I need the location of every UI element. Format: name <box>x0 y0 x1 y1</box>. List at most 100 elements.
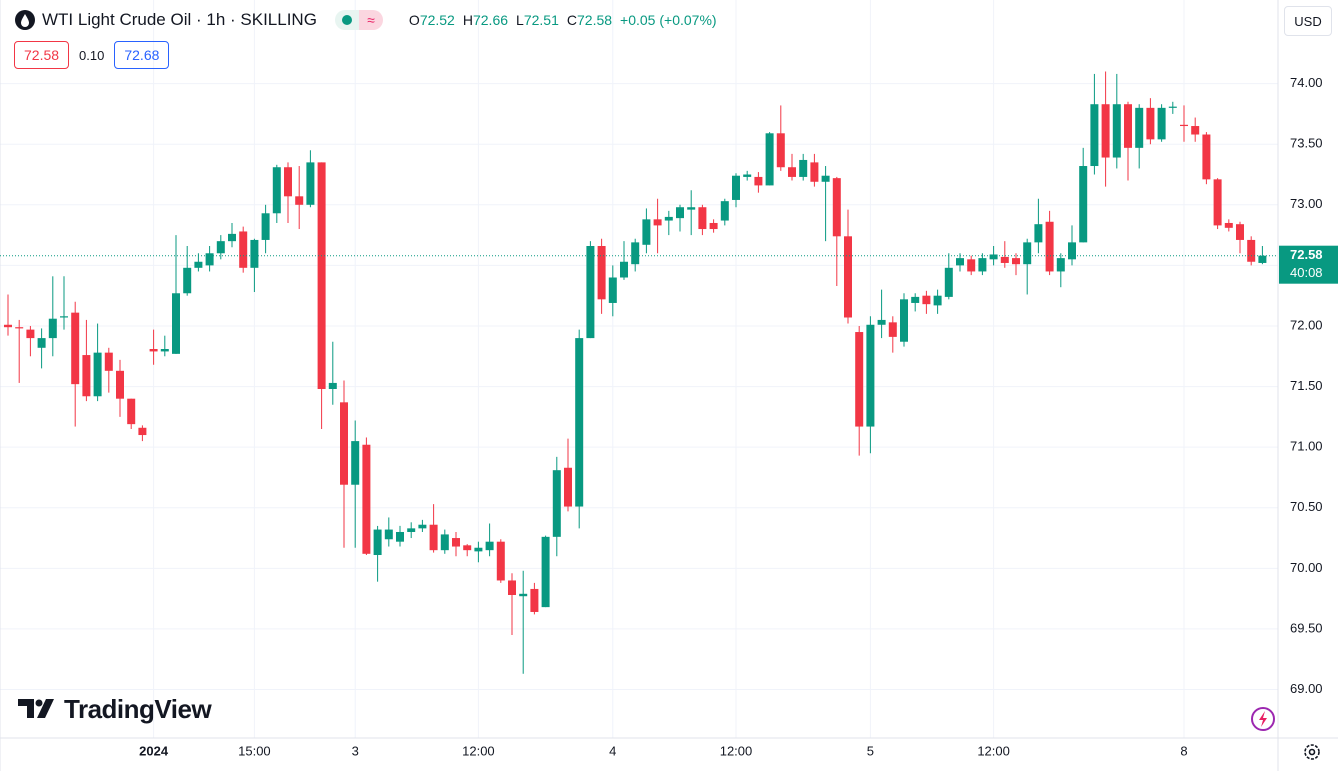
market-open-indicator[interactable] <box>334 10 359 30</box>
candle-body <box>1012 258 1020 265</box>
x-tick-label: 8 <box>1180 743 1187 758</box>
candle-body <box>844 236 852 318</box>
x-tick-label: 12:00 <box>977 743 1010 758</box>
candle-body <box>989 254 998 260</box>
candle-body <box>127 398 136 425</box>
candle-body <box>564 467 572 507</box>
candle-body <box>1135 107 1144 148</box>
candle-body <box>205 253 214 266</box>
candle-body <box>597 246 606 300</box>
candle-body <box>832 178 841 237</box>
candle-body <box>295 196 304 205</box>
candle-body <box>1191 126 1200 135</box>
candle-body <box>160 349 169 352</box>
candle-body <box>239 231 248 268</box>
candle-body <box>1236 224 1244 240</box>
candle-body <box>541 536 550 608</box>
candle-body <box>1202 134 1211 180</box>
last-price-label: 72.58 <box>1290 247 1323 262</box>
candle-body <box>754 176 763 186</box>
candle-body <box>362 444 371 554</box>
candle-body <box>855 332 864 427</box>
candle-body <box>956 258 964 266</box>
candle-body <box>586 246 595 339</box>
candle-body <box>821 175 830 182</box>
change: +0.05 (+0.07%) <box>620 12 717 28</box>
candle-body <box>384 529 393 540</box>
candle-body <box>1000 256 1009 263</box>
candle-body <box>328 382 337 389</box>
candle-body <box>250 239 259 268</box>
candle-body <box>1034 224 1043 243</box>
candle-body <box>1023 242 1032 265</box>
candle-body <box>1068 242 1076 260</box>
candle-body <box>911 296 920 303</box>
candle-body <box>866 324 875 427</box>
y-tick-label: 73.00 <box>1290 196 1323 211</box>
ohlc-item: H72.66 <box>463 12 508 28</box>
candle-body <box>1124 104 1132 148</box>
candle-body <box>284 167 292 197</box>
candle-body <box>373 529 382 556</box>
candle-body <box>396 531 404 542</box>
x-tick-label: 4 <box>609 743 616 758</box>
dot <box>341 15 352 25</box>
y-tick-label: 72.00 <box>1290 317 1323 332</box>
candle-body <box>776 133 785 168</box>
y-tick-label: 73.50 <box>1290 136 1323 151</box>
candle-body <box>474 547 483 552</box>
candle-body <box>1090 104 1099 167</box>
candle-body <box>978 258 987 272</box>
settings-icon[interactable] <box>1304 744 1320 760</box>
candle-body <box>1180 124 1188 127</box>
candle-body <box>116 370 124 399</box>
candle-body <box>60 316 68 318</box>
ohlc-key: H <box>462 12 473 28</box>
symbol-title[interactable]: WTI Light Crude Oil · 1h · SKILLING <box>42 10 317 29</box>
candle-body <box>149 349 158 352</box>
x-tick-label: 12:00 <box>462 743 495 758</box>
ohlc-value: 72.58 <box>577 12 613 28</box>
candle-body <box>440 534 449 551</box>
buy-button[interactable]: 72.68 <box>114 41 170 69</box>
candle-body <box>810 162 819 182</box>
candle-body <box>888 322 897 337</box>
candle-body <box>743 174 752 177</box>
candle-body <box>452 538 460 547</box>
candle-body <box>709 222 718 230</box>
candle-body <box>37 338 46 348</box>
y-tick-label: 71.00 <box>1290 439 1323 454</box>
candle-body <box>496 541 505 581</box>
countdown: 40:08 <box>1290 265 1323 280</box>
spread: 0.10 <box>79 47 105 63</box>
candle-body <box>900 299 908 342</box>
x-tick-label: 2024 <box>139 743 169 758</box>
candle-body <box>799 159 808 177</box>
candle-body <box>687 207 696 210</box>
candle-body <box>463 545 472 551</box>
candle-body <box>1112 104 1121 158</box>
candle-body <box>82 355 91 397</box>
currency-button[interactable]: USD <box>1284 6 1332 36</box>
candle-body <box>1258 255 1267 263</box>
candle-body <box>340 402 348 485</box>
ohlc-item: O72.52 <box>409 12 455 28</box>
ohlc-key: L <box>516 12 524 28</box>
legend-header: WTI Light Crude Oil · 1h · SKILLING ≈ O7… <box>14 8 717 32</box>
candle-body <box>1146 107 1155 140</box>
lightning-icon[interactable] <box>1251 707 1275 731</box>
x-tick-label: 12:00 <box>720 743 753 758</box>
candle-body <box>306 162 315 205</box>
candle-body <box>1101 104 1110 158</box>
candle-body <box>508 580 516 596</box>
sell-button[interactable]: 72.58 <box>14 41 70 69</box>
candle-body <box>418 524 427 529</box>
candle-body <box>26 329 35 339</box>
candle-body <box>485 541 494 551</box>
y-tick-label: 71.50 <box>1290 378 1323 393</box>
candle-body <box>183 267 192 294</box>
delay-indicator[interactable]: ≈ <box>358 10 383 30</box>
ohlc-item: C72.58 <box>567 12 612 28</box>
